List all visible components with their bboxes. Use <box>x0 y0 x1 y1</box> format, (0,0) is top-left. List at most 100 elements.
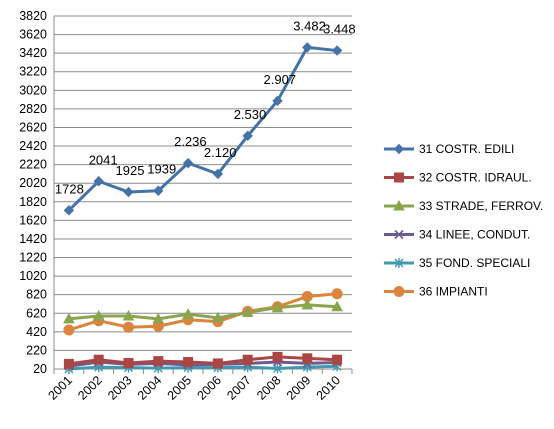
data-point <box>331 300 343 312</box>
x-tick-label: 2010 <box>314 373 344 403</box>
data-point <box>212 311 224 323</box>
data-point <box>393 199 405 211</box>
y-tick-label: 2420 <box>19 139 47 153</box>
data-point <box>122 310 135 321</box>
data-point <box>63 358 74 369</box>
legend-label: 36 IMPIANTI <box>419 285 488 299</box>
data-label: 3.448 <box>323 22 356 37</box>
legend-label: 31 COSTR. EDILI <box>419 142 514 156</box>
data-point <box>212 358 223 369</box>
data-point <box>93 176 104 187</box>
data-label: 1728 <box>55 181 84 196</box>
y-tick-label: 2620 <box>19 120 47 134</box>
series-line <box>68 360 338 368</box>
data-label: 2.236 <box>174 134 207 149</box>
x-tick-label: 2004 <box>135 373 165 403</box>
legend-label: 35 FOND. SPECIALI <box>419 256 530 270</box>
x-tick-label: 2001 <box>45 373 75 403</box>
data-point <box>93 354 104 365</box>
legend: 31 COSTR. EDILI 32 COSTR. IDRAUL. 33 STRAD… <box>384 142 543 299</box>
data-point <box>394 258 404 268</box>
data-point <box>393 143 405 155</box>
data-point <box>272 351 283 362</box>
data-label: 2.907 <box>264 72 297 87</box>
data-point <box>153 356 164 367</box>
y-tick-label: 3220 <box>19 65 47 79</box>
y-tick-label: 620 <box>26 306 47 320</box>
x-tick-label: 2005 <box>165 373 195 403</box>
data-label: 2041 <box>89 152 118 167</box>
data-label: 2.530 <box>234 107 267 122</box>
data-point <box>393 286 405 297</box>
data-point <box>152 312 165 324</box>
data-point <box>331 288 343 300</box>
x-tick-label: 2009 <box>284 373 314 403</box>
y-tick-label: 20 <box>33 362 47 376</box>
legend-item: 33 STRADE, FERROV. <box>384 199 543 213</box>
data-point <box>302 353 313 364</box>
series-lines <box>67 45 338 371</box>
data-point <box>394 229 404 240</box>
y-tick-label: 3420 <box>19 46 47 60</box>
y-tick-label: 3620 <box>19 28 47 42</box>
x-tick-label: 2007 <box>224 373 254 403</box>
data-label: 2.120 <box>204 145 237 160</box>
y-tick-label: 2820 <box>19 102 47 116</box>
data-point <box>331 45 343 56</box>
data-label: 1939 <box>147 162 176 177</box>
legend-item: 34 LINEE, CONDUT. <box>384 228 530 242</box>
x-tick-label: 2008 <box>254 373 284 403</box>
y-tick-label: 1020 <box>19 269 47 283</box>
series-line <box>67 45 338 212</box>
data-point <box>272 95 283 107</box>
legend-label: 32 COSTR. IDRAUL. <box>419 171 532 185</box>
data-point <box>394 172 404 183</box>
y-tick-label: 1820 <box>19 195 47 209</box>
series-line <box>68 364 338 371</box>
data-point <box>273 363 282 374</box>
data-point <box>63 205 75 216</box>
data-point <box>182 157 194 169</box>
legend-item: 31 COSTR. EDILI <box>384 142 514 156</box>
data-point <box>182 308 194 319</box>
x-tick-label: 2003 <box>105 373 135 403</box>
data-point <box>63 324 75 336</box>
y-tick-label: 420 <box>26 325 47 339</box>
data-point <box>123 186 134 198</box>
data-point <box>241 306 254 317</box>
y-tick-label: 220 <box>26 343 47 357</box>
data-point <box>332 354 343 365</box>
legend-label: 34 LINEE, CONDUT. <box>419 228 530 242</box>
data-point <box>212 168 224 180</box>
data-point <box>271 301 284 313</box>
data-point <box>123 321 134 333</box>
data-label: 3.482 <box>293 18 326 33</box>
legend-item: 32 COSTR. IDRAUL. <box>384 171 532 185</box>
y-tick-label: 1620 <box>19 213 47 227</box>
y-tick-label: 1420 <box>19 232 47 246</box>
x-tick-label: 2002 <box>75 373 105 403</box>
data-point <box>242 354 253 365</box>
y-tick-label: 3020 <box>19 83 47 97</box>
data-point <box>301 298 314 310</box>
legend-label: 33 STRADE, FERROV. <box>419 199 543 213</box>
data-point <box>302 42 313 53</box>
legend-item: 35 FOND. SPECIALI <box>384 256 530 270</box>
y-tick-label: 2020 <box>19 176 47 190</box>
series-line <box>68 292 338 332</box>
series-line <box>68 303 338 321</box>
x-axis: 2001 2002 2003 2004 2005 2006 2007 2008 2009 2010 <box>45 369 353 403</box>
data-point <box>153 185 164 196</box>
y-tick-label: 2220 <box>19 158 47 172</box>
y-tick-label: 1220 <box>19 251 47 265</box>
series-markers <box>63 42 343 374</box>
y-tick-label: 820 <box>26 288 47 302</box>
data-point <box>123 357 134 368</box>
x-tick-label: 2006 <box>194 373 224 403</box>
data-point <box>242 130 253 142</box>
legend-item: 36 IMPIANTI <box>384 285 488 299</box>
series-line <box>68 355 338 366</box>
data-point <box>92 310 105 321</box>
